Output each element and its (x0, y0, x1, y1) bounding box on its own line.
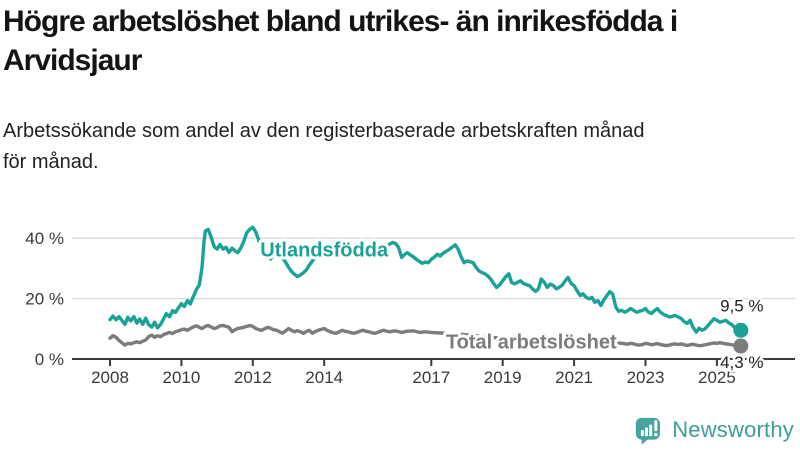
series-label-total: Total arbetslöshet (446, 331, 617, 353)
x-tick-label-2019: 2019 (484, 368, 522, 387)
page-title: Högre arbetslöshet bland utrikes- än inr… (3, 2, 799, 80)
x-tick-label-2008: 2008 (91, 368, 129, 387)
logo-bubble-tail (641, 437, 651, 445)
series-line-utlandsfodda (108, 225, 743, 334)
newsworthy-logo: Newsworthy (635, 415, 794, 445)
end-value-label-total: 4,3 % (720, 353, 763, 372)
x-tick-label-2021: 2021 (555, 368, 593, 387)
x-tick-label-2017: 2017 (412, 368, 450, 387)
end-value-label-utlandsfodda: 9,5 % (720, 296, 763, 315)
logo-bar-2 (645, 427, 649, 437)
page-subtitle: Arbetssökande som andel av den registerb… (3, 116, 799, 178)
logo-bar-3 (649, 424, 653, 437)
endpoint-dot-utlandsfodda (733, 322, 749, 338)
logo-exclamation-dot (654, 432, 658, 437)
endpoint-dot-total (733, 338, 749, 354)
y-tick-label-20: 20 % (25, 290, 64, 309)
x-tick-label-2023: 2023 (627, 368, 665, 387)
y-tick-label-0: 0 % (35, 350, 64, 369)
page-subtitle-line2: för månad. (3, 151, 99, 173)
logo-wordmark: Newsworthy (672, 417, 794, 442)
series-label-utlandsfodda: Utlandsfödda (260, 240, 389, 262)
logo-exclamation-bar (654, 420, 658, 432)
newsworthy-speech-bubble-barchart-icon (636, 417, 661, 445)
page-subtitle-line1: Arbetssökande som andel av den registerb… (3, 120, 645, 142)
x-tick-label-2012: 2012 (234, 368, 272, 387)
series-line-total (108, 323, 743, 348)
x-tick-label-2014: 2014 (305, 368, 343, 387)
x-tick-label-2025: 2025 (698, 368, 736, 387)
page-title-line1: Högre arbetslöshet bland utrikes- än inr… (3, 5, 678, 38)
page-title-line2: Arvidsjaur (3, 44, 142, 77)
x-tick-label-2010: 2010 (162, 368, 200, 387)
logo-bar-1 (641, 430, 645, 437)
y-tick-label-40: 40 % (25, 229, 64, 248)
